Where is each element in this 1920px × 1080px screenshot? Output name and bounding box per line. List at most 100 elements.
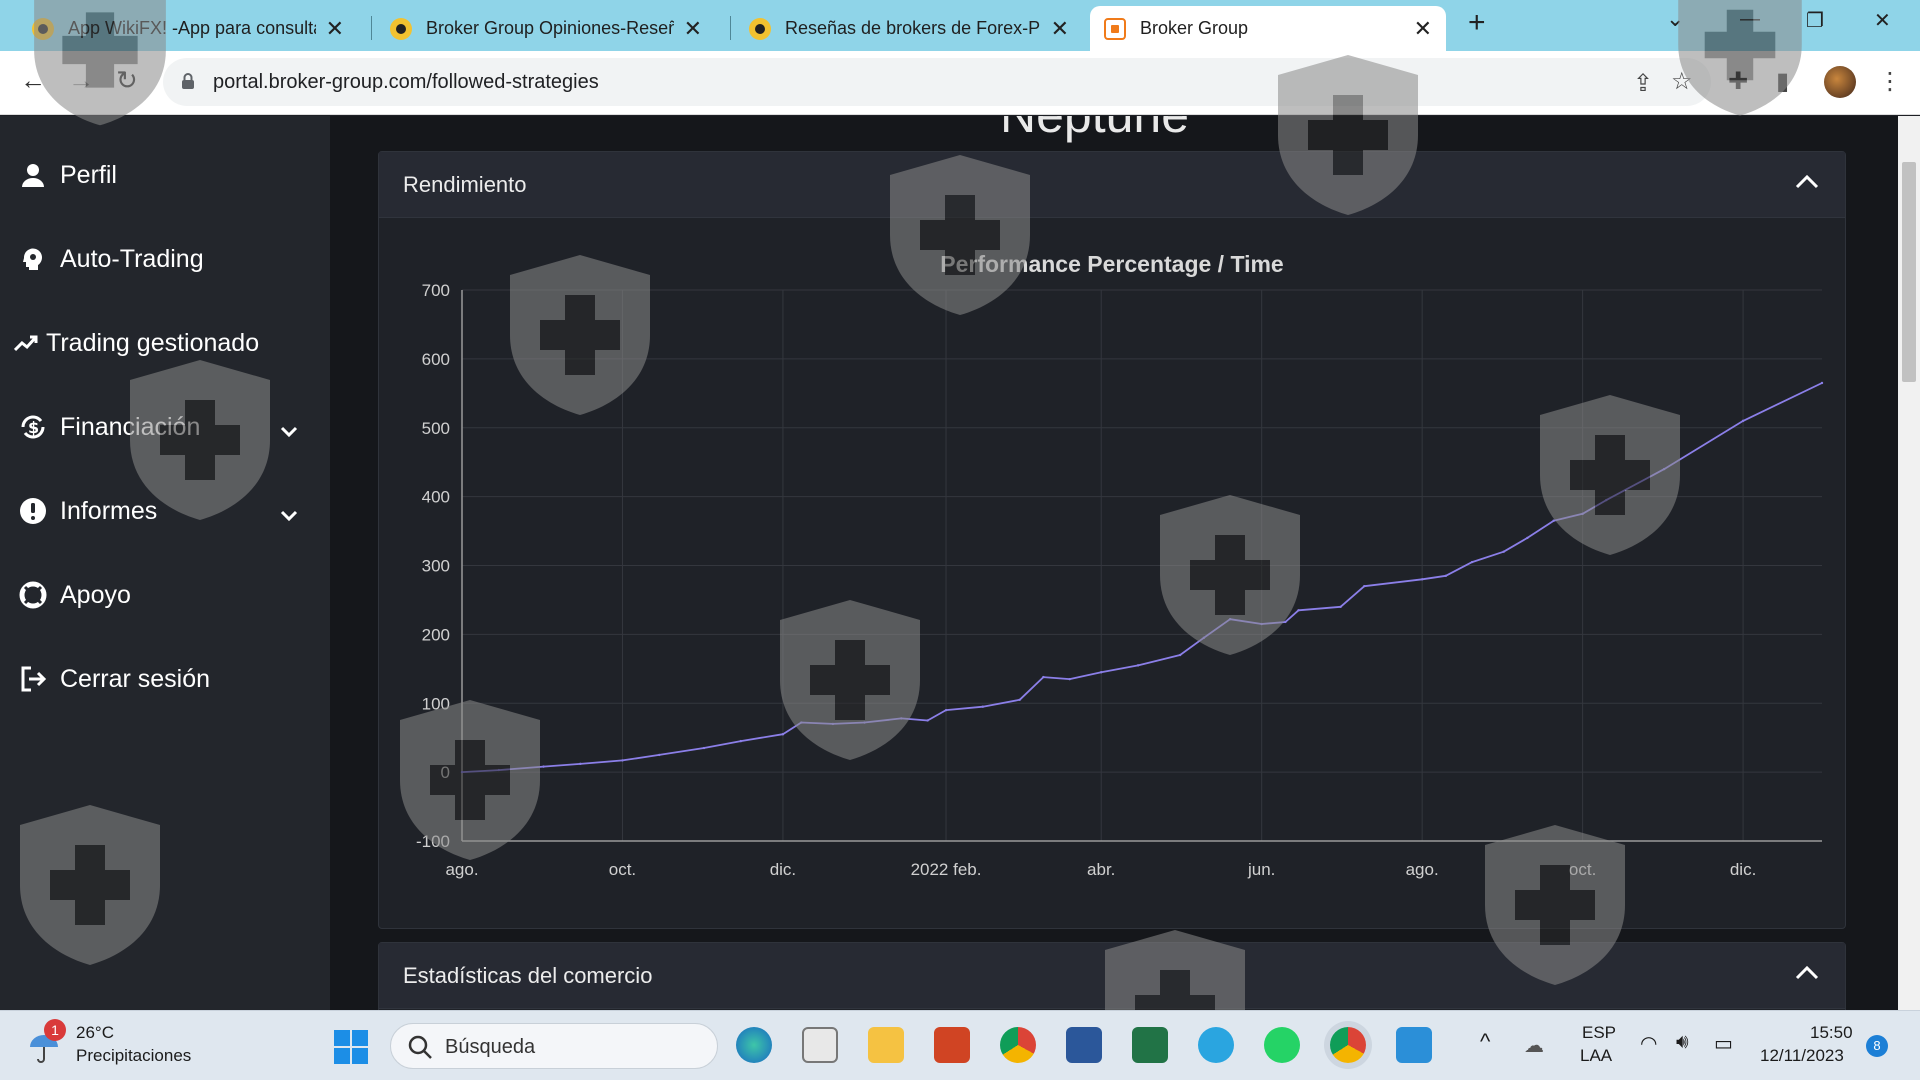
close-window-button[interactable]: ✕: [1874, 10, 1891, 32]
clock-time[interactable]: 15:50: [1810, 1023, 1853, 1042]
powerpoint-icon[interactable]: [934, 1027, 970, 1063]
chrome-icon[interactable]: [1000, 1027, 1036, 1063]
close-icon[interactable]: ✕: [1413, 15, 1432, 41]
strategy-name-heading: Neptune: [1000, 116, 1189, 144]
battery-icon[interactable]: ▭: [1714, 1033, 1733, 1055]
chevron-down-icon[interactable]: [280, 416, 298, 445]
sidebar-item-label: Perfil: [60, 160, 117, 189]
data-point: [1820, 381, 1824, 385]
scrollbar-thumb[interactable]: [1902, 162, 1916, 382]
data-point: [863, 721, 866, 724]
whatsapp-icon[interactable]: [1264, 1027, 1300, 1063]
forward-button[interactable]: →: [68, 65, 94, 95]
photos-app-icon[interactable]: [1396, 1027, 1432, 1063]
data-point: [1018, 698, 1021, 702]
tab-search-chevron-icon[interactable]: ⌄: [1666, 6, 1685, 31]
x-tick-label: dic.: [1730, 860, 1756, 879]
browser-tab[interactable]: App WikiFX! -App para consulta ✕: [18, 6, 358, 51]
sidebar-item-label: Apoyo: [60, 580, 131, 609]
volume-icon[interactable]: 🔊︎: [1676, 1031, 1689, 1053]
wifi-icon[interactable]: ◠: [1640, 1033, 1658, 1055]
page-scrollbar[interactable]: [1898, 116, 1920, 1010]
windows-taskbar: 1 26°C Precipitaciones Búsqueda ^ ☁ ESP …: [0, 1010, 1920, 1080]
data-point: [1297, 609, 1300, 612]
chart-title: Performance Percentage / Time: [940, 251, 1283, 277]
reload-button[interactable]: ↻: [116, 65, 138, 95]
taskbar-search[interactable]: Búsqueda: [390, 1023, 718, 1069]
side-panel-icon[interactable]: ▮: [1776, 68, 1790, 95]
excel-icon[interactable]: [1132, 1027, 1168, 1063]
x-tick-label: dic.: [770, 860, 796, 879]
sidebar-item-perfil[interactable]: Perfil: [18, 160, 117, 190]
tab-title: App WikiFX! -App para consulta: [68, 18, 316, 38]
sidebar-item-label: Cerrar sesión: [60, 664, 211, 693]
sidebar-item-auto-trading[interactable]: Auto-Trading: [18, 244, 204, 274]
data-point: [1605, 498, 1608, 502]
chevron-up-icon[interactable]: [1795, 965, 1819, 986]
minimize-button[interactable]: —: [1740, 8, 1760, 30]
data-point: [1042, 675, 1045, 679]
browser-tab-bar: App WikiFX! -App para consulta ✕ Broker …: [0, 0, 1920, 51]
chrome-active-window-icon[interactable]: [1330, 1027, 1366, 1063]
weather-temp[interactable]: 26°C: [76, 1023, 114, 1042]
word-icon[interactable]: [1066, 1027, 1102, 1063]
data-point: [1552, 519, 1555, 522]
chevron-up-icon[interactable]: [1795, 174, 1819, 195]
keyboard-layout[interactable]: LAA: [1580, 1046, 1613, 1065]
extensions-puzzle-icon[interactable]: ✚: [1728, 68, 1749, 95]
close-icon[interactable]: ✕: [325, 15, 344, 41]
sidebar-item-label: Trading gestionado: [46, 328, 260, 357]
y-tick-label: 400: [422, 488, 450, 507]
svg-text:$: $: [28, 418, 39, 437]
trade-stats-card-header[interactable]: Estadísticas del comercio: [379, 943, 1845, 1009]
data-point: [1284, 620, 1287, 624]
browser-menu-icon[interactable]: ⋮: [1878, 68, 1902, 95]
y-tick-label: 100: [422, 694, 450, 713]
data-point: [1100, 671, 1103, 674]
bookmark-star-icon[interactable]: ☆: [1671, 68, 1693, 95]
sidebar-item-trading-gestionado[interactable]: Trading gestionado: [14, 328, 259, 358]
onedrive-cloud-icon[interactable]: ☁: [1524, 1035, 1544, 1057]
share-icon[interactable]: ⇪: [1633, 70, 1654, 97]
broker-group-favicon-icon: [1104, 17, 1126, 40]
edge-browser-icon[interactable]: [736, 1027, 772, 1063]
data-point: [1526, 536, 1529, 540]
x-tick-label: abr.: [1087, 860, 1115, 879]
close-icon[interactable]: ✕: [1050, 15, 1069, 41]
profile-avatar[interactable]: [1824, 66, 1856, 98]
browser-tab[interactable]: Broker Group Opiniones-Reseña ✕: [376, 6, 716, 51]
performance-series-line: [461, 382, 1823, 773]
data-point: [1178, 653, 1182, 657]
close-icon[interactable]: ✕: [683, 15, 702, 41]
trend-up-icon: [14, 328, 38, 358]
sidebar-item-apoyo[interactable]: Apoyo: [18, 580, 131, 610]
tab-divider: [371, 16, 372, 40]
notification-count-badge[interactable]: 8: [1866, 1035, 1888, 1057]
browser-tab[interactable]: Reseñas de brokers de Forex-Pla ✕: [735, 6, 1083, 51]
telegram-icon[interactable]: [1198, 1027, 1234, 1063]
search-icon: [408, 1035, 432, 1059]
sidebar-item-financiacion[interactable]: $ Financiación: [18, 412, 298, 442]
clock-date[interactable]: 12/11/2023: [1760, 1046, 1844, 1065]
windows-start-icon[interactable]: [333, 1029, 369, 1070]
weather-desc[interactable]: Precipitaciones: [76, 1046, 192, 1065]
language-code[interactable]: ESP: [1582, 1023, 1617, 1042]
restore-button[interactable]: ❐: [1806, 10, 1824, 32]
performance-card-header[interactable]: Rendimiento: [379, 152, 1845, 218]
microsoft-store-icon[interactable]: [802, 1027, 838, 1063]
data-point: [981, 705, 985, 708]
tray-overflow-chevron-icon[interactable]: ^: [1480, 1029, 1491, 1054]
data-point: [1581, 512, 1584, 516]
back-button[interactable]: ←: [20, 65, 46, 95]
chevron-down-icon[interactable]: [280, 500, 298, 529]
address-bar[interactable]: portal.broker-group.com/followed-strateg…: [163, 58, 1711, 106]
file-explorer-icon[interactable]: [868, 1027, 904, 1063]
sidebar-item-cerrar-sesion[interactable]: Cerrar sesión: [18, 664, 210, 694]
card-title: Estadísticas del comercio: [403, 963, 653, 988]
browser-tab-active[interactable]: Broker Group ✕: [1090, 6, 1446, 51]
data-point: [1260, 622, 1263, 626]
new-tab-button[interactable]: +: [1468, 6, 1486, 39]
sidebar-item-informes[interactable]: Informes: [18, 496, 298, 526]
data-point: [460, 770, 464, 774]
x-tick-label: ago.: [1406, 860, 1439, 879]
